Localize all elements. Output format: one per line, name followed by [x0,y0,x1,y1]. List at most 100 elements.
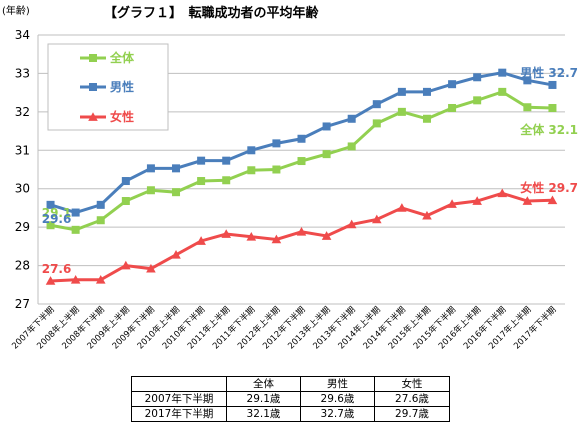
data-point [422,114,431,123]
data-point [46,221,55,230]
legend-marker [89,54,97,62]
data-point [246,231,257,241]
summary-table: 全体 男性 女性 2007年下半期 29.1歳 29.6歳 27.6歳 2017… [131,376,450,422]
x-tick-label: 2014年上半期 [336,304,383,351]
x-tick-label: 2015年上半期 [386,304,433,351]
series-lines [45,68,558,285]
data-point [70,274,81,284]
table-cell: 29.1歳 [226,391,301,407]
data-point [347,114,356,123]
data-point [272,139,281,148]
first-value-label: 29.1 [42,206,72,220]
series-男性 [46,68,557,217]
x-tick-label: 2008年上半期 [35,304,82,351]
data-point [297,134,306,143]
data-point [448,80,457,89]
first-value-label: 29.6 [42,212,72,226]
data-point [172,164,181,173]
table-row: 2017年下半期 32.1歳 32.7歳 29.7歳 [131,406,450,422]
data-point [272,165,281,174]
data-point [498,68,507,77]
table-header-cell: 女性 [374,376,450,392]
data-point [171,250,181,259]
data-point [548,104,557,113]
series-全体 [46,87,557,234]
data-point [46,200,55,209]
data-point [146,164,155,173]
last-value-label: 男性 32.7 [520,65,578,80]
y-tick-label: 28 [15,259,30,273]
y-tick-label: 30 [15,182,30,196]
data-point [346,219,357,229]
data-point [473,96,482,105]
y-axis-ticks: 27 28 29 30 31 32 33 34 [15,28,30,311]
x-tick-label: 2012年上半期 [235,304,282,351]
data-point [548,80,557,89]
data-point [172,188,181,197]
table-header-cell: 全体 [226,376,301,392]
data-point [523,76,532,85]
data-point [422,87,431,96]
data-point [197,156,206,165]
y-tick-label: 32 [15,105,30,119]
x-tick-label: 2013年下半期 [311,304,358,351]
data-point [297,157,306,166]
legend-label: 女性 [110,109,134,124]
table-cell: 29.6歳 [300,391,375,407]
x-axis-ticks: 2007年下半期2008年上半期2008年下半期2009年上半期2009年下半期… [10,304,559,351]
data-point [121,177,130,186]
data-point [222,156,231,165]
table-cell: 32.7歳 [300,406,375,422]
x-tick-label: 2017年下半期 [511,304,558,351]
last-value-label: 女性 29.7 [520,180,578,195]
x-tick-label: 2008年下半期 [60,304,107,351]
x-tick-label: 2009年上半期 [85,304,132,351]
legend-label: 男性 [110,79,134,94]
x-tick-label: 2012年下半期 [260,304,307,351]
data-point [146,263,156,273]
table-cell: 29.7歳 [374,406,450,422]
x-tick-label: 2014年下半期 [361,304,408,351]
x-tick-label: 2013年上半期 [286,304,333,351]
data-point [95,274,106,284]
y-tick-label: 27 [15,297,30,311]
data-point [522,196,533,205]
data-point [221,229,232,238]
table-header-row: 全体 男性 女性 [131,376,450,392]
data-point [321,231,332,240]
data-point [322,122,331,131]
data-point [296,226,307,236]
last-value-label: 全体 32.1 [519,122,578,137]
table-header-cell [131,376,227,392]
data-point [197,177,206,186]
data-point [473,73,482,82]
data-point [397,203,407,212]
x-tick-label: 2010年下半期 [160,304,207,351]
y-tick-label: 29 [15,220,30,234]
data-point [397,87,406,96]
data-point [96,200,105,209]
y-tick-label: 33 [15,66,30,80]
x-tick-label: 2017年上半期 [486,304,533,351]
table-cell: 2017年下半期 [131,406,227,422]
y-tick-label: 34 [15,28,30,42]
data-point [372,100,381,109]
data-point [247,146,256,155]
legend-label: 全体 [109,50,135,65]
data-point [322,150,331,159]
x-tick-label: 2011年下半期 [210,304,257,351]
x-tick-label: 2011年上半期 [185,304,232,351]
data-point [96,216,105,225]
data-point [547,195,558,205]
legend-marker [88,112,98,121]
x-tick-label: 2007年下半期 [10,304,57,351]
data-point [45,276,56,285]
legend-box [47,43,169,131]
data-point [372,119,381,128]
data-point [447,199,457,208]
data-point [371,214,382,224]
data-point [498,87,507,96]
data-point [497,188,508,198]
table-cell: 2007年下半期 [131,391,227,407]
